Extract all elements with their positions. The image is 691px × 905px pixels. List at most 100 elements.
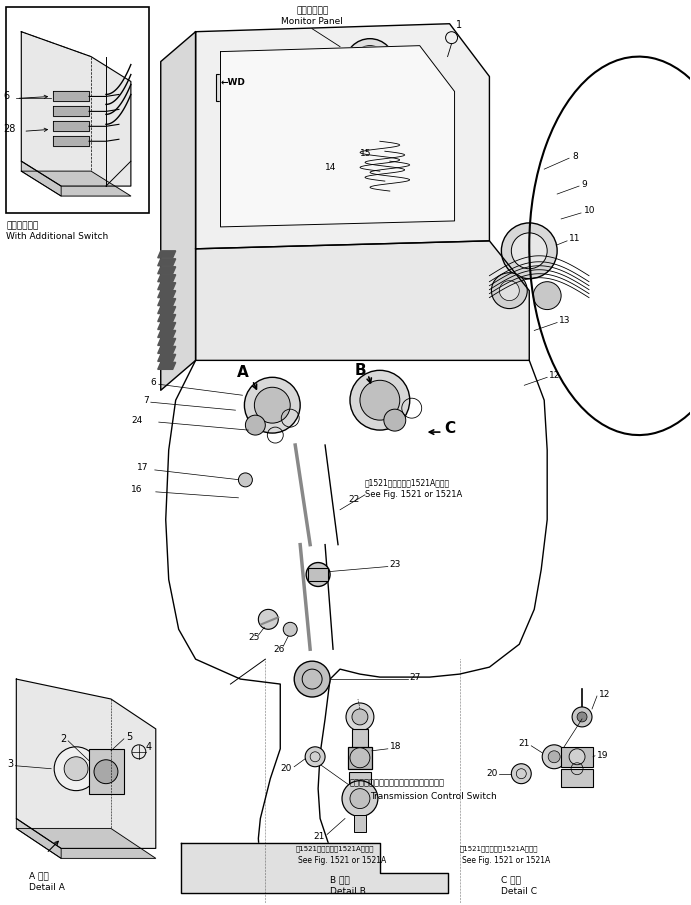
Text: 21: 21 xyxy=(518,739,529,748)
Circle shape xyxy=(64,757,88,781)
Text: 2: 2 xyxy=(60,734,66,744)
Circle shape xyxy=(350,788,370,808)
Polygon shape xyxy=(180,843,448,893)
Polygon shape xyxy=(158,299,176,306)
Polygon shape xyxy=(53,121,89,131)
Polygon shape xyxy=(17,679,155,848)
Polygon shape xyxy=(158,362,176,369)
Polygon shape xyxy=(158,347,176,353)
Polygon shape xyxy=(220,45,455,227)
Text: 19: 19 xyxy=(597,751,609,760)
Polygon shape xyxy=(158,275,176,281)
Circle shape xyxy=(283,623,297,636)
Bar xyxy=(308,567,328,582)
Text: 第1521図または第1521A図参照: 第1521図または第1521A図参照 xyxy=(365,478,450,487)
Text: 16: 16 xyxy=(131,485,143,494)
Text: 20: 20 xyxy=(281,764,292,773)
Text: See Fig. 1521 or 1521A: See Fig. 1521 or 1521A xyxy=(365,490,462,499)
Text: 18: 18 xyxy=(390,742,401,751)
Circle shape xyxy=(511,233,547,269)
Bar xyxy=(561,768,593,786)
Polygon shape xyxy=(21,171,131,196)
Circle shape xyxy=(548,751,560,763)
Circle shape xyxy=(572,707,592,727)
Polygon shape xyxy=(158,267,176,273)
Text: 27: 27 xyxy=(410,672,421,681)
Text: 13: 13 xyxy=(559,316,571,325)
Circle shape xyxy=(258,609,278,629)
Polygon shape xyxy=(158,291,176,298)
Circle shape xyxy=(350,370,410,430)
Polygon shape xyxy=(53,107,89,117)
Text: ←WD: ←WD xyxy=(220,78,245,87)
Circle shape xyxy=(342,781,378,816)
Circle shape xyxy=(502,223,557,279)
Text: 15: 15 xyxy=(360,149,372,158)
Circle shape xyxy=(254,387,290,424)
Circle shape xyxy=(238,473,252,487)
Circle shape xyxy=(533,281,561,310)
Text: 第1521図または第1521A図参照: 第1521図または第1521A図参照 xyxy=(295,845,374,852)
Text: Monitor Panel: Monitor Panel xyxy=(281,17,343,25)
Bar xyxy=(354,814,366,833)
Text: With Additional Switch: With Additional Switch xyxy=(6,232,108,241)
Text: 9: 9 xyxy=(581,179,587,188)
Polygon shape xyxy=(196,241,529,360)
Circle shape xyxy=(346,703,374,731)
Circle shape xyxy=(577,712,587,722)
Bar xyxy=(561,747,593,767)
Text: Detail C: Detail C xyxy=(502,887,538,896)
Text: 1: 1 xyxy=(455,20,462,30)
Text: A 詳細: A 詳細 xyxy=(29,872,49,881)
Circle shape xyxy=(94,760,118,784)
Text: 6: 6 xyxy=(150,377,155,386)
Circle shape xyxy=(305,747,325,767)
Text: Detail B: Detail B xyxy=(330,887,366,896)
Circle shape xyxy=(54,747,98,791)
Text: トランスミッションコントロールスイッチ: トランスミッションコントロールスイッチ xyxy=(350,778,445,787)
Text: 28: 28 xyxy=(3,124,16,134)
Circle shape xyxy=(347,158,363,174)
Text: 17: 17 xyxy=(138,463,149,472)
Circle shape xyxy=(345,39,395,89)
Circle shape xyxy=(245,415,265,435)
Polygon shape xyxy=(158,282,176,290)
Circle shape xyxy=(339,150,371,182)
Text: 10: 10 xyxy=(584,206,596,215)
Text: Detail A: Detail A xyxy=(29,883,65,892)
Polygon shape xyxy=(196,24,489,249)
Polygon shape xyxy=(21,161,61,196)
Circle shape xyxy=(542,745,566,768)
Polygon shape xyxy=(53,137,89,147)
Text: 3: 3 xyxy=(7,758,13,768)
Bar xyxy=(89,748,124,794)
Circle shape xyxy=(352,709,368,725)
Bar xyxy=(349,772,371,787)
Text: 22: 22 xyxy=(348,495,359,504)
Text: 23: 23 xyxy=(390,560,401,569)
Polygon shape xyxy=(158,315,176,321)
Text: A: A xyxy=(236,365,248,380)
Polygon shape xyxy=(53,91,89,101)
Text: 7: 7 xyxy=(143,395,149,405)
Bar xyxy=(6,7,149,213)
Circle shape xyxy=(360,380,400,420)
Circle shape xyxy=(306,563,330,586)
Text: 21: 21 xyxy=(314,832,325,841)
Text: 増設スイッチ: 増設スイッチ xyxy=(6,221,39,230)
Text: 4: 4 xyxy=(146,742,152,752)
Polygon shape xyxy=(158,338,176,346)
Text: 24: 24 xyxy=(131,415,143,424)
Polygon shape xyxy=(158,355,176,361)
Text: 11: 11 xyxy=(569,234,580,243)
Circle shape xyxy=(294,662,330,697)
Polygon shape xyxy=(158,330,176,338)
Text: 12: 12 xyxy=(549,371,560,380)
Text: 26: 26 xyxy=(274,644,285,653)
Text: B: B xyxy=(354,363,366,377)
Circle shape xyxy=(569,748,585,765)
Text: 25: 25 xyxy=(248,633,260,642)
Text: C: C xyxy=(444,421,455,435)
Circle shape xyxy=(350,748,370,767)
Polygon shape xyxy=(21,32,131,186)
